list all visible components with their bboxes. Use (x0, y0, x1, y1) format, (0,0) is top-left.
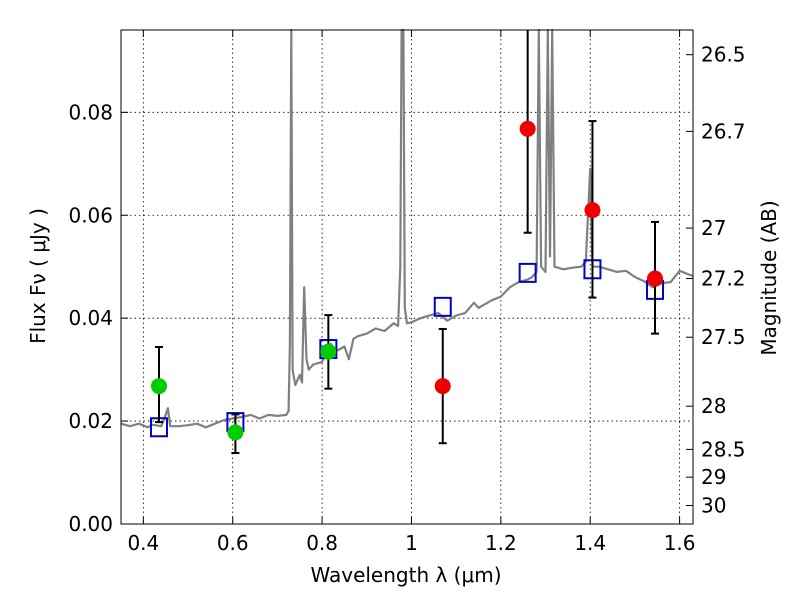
right-tick-label: 27.2 (701, 267, 746, 291)
nondetection-point (647, 270, 664, 287)
x-tick-label: 0.6 (217, 531, 249, 555)
right-tick-label: 28 (701, 394, 726, 418)
right-tick-label: 26.7 (701, 119, 746, 143)
right-tick-label: 28.5 (701, 437, 746, 461)
right-tick-label: 29 (701, 465, 726, 489)
model-photometry-layer (149, 259, 665, 438)
right-axis-label: Magnitude (AB) (757, 200, 781, 355)
x-axis-label: Wavelength λ (μm) (310, 563, 501, 587)
nondetection-point (519, 120, 536, 137)
y-tick-label: 0.04 (68, 306, 113, 330)
detection-point (150, 378, 167, 395)
ticks-layer: 0.4 0.6 0.8 1 1.2 1.4 1.6 0.00 0.02 0.04 0.06 0.08 2… (68, 30, 746, 555)
y-tick-label: 0.00 (68, 512, 113, 536)
model-photometry-square (518, 262, 537, 283)
model-spectrum-line (120, 28, 694, 429)
x-tick-label: 0.8 (306, 531, 338, 555)
y-axis-label: Flux Fν ( μJy ) (26, 208, 50, 344)
x-tick-label: 1.2 (485, 531, 517, 555)
y-tick-label: 0.08 (68, 100, 113, 124)
x-tick-label: 0.4 (127, 531, 159, 555)
nondetection-point (434, 378, 451, 395)
detection-point (320, 343, 337, 360)
right-tick-label: 26.5 (701, 43, 746, 67)
right-tick-label: 27.5 (701, 325, 746, 349)
x-tick-label: 1.6 (664, 531, 696, 555)
right-tick-label: 30 (701, 493, 726, 517)
y-tick-label: 0.02 (68, 409, 113, 433)
x-tick-label: 1.4 (574, 531, 606, 555)
detection-point (227, 424, 244, 441)
plot-frame (120, 29, 694, 525)
data-points-layer (150, 30, 664, 454)
nondetection-point (584, 202, 601, 219)
right-tick-label: 27 (701, 216, 726, 240)
grid-layer (121, 30, 693, 525)
y-tick-label: 0.06 (68, 203, 113, 227)
x-tick-label: 1 (405, 531, 418, 555)
model-spectrum-layer (120, 28, 694, 429)
model-photometry-square (433, 296, 452, 317)
